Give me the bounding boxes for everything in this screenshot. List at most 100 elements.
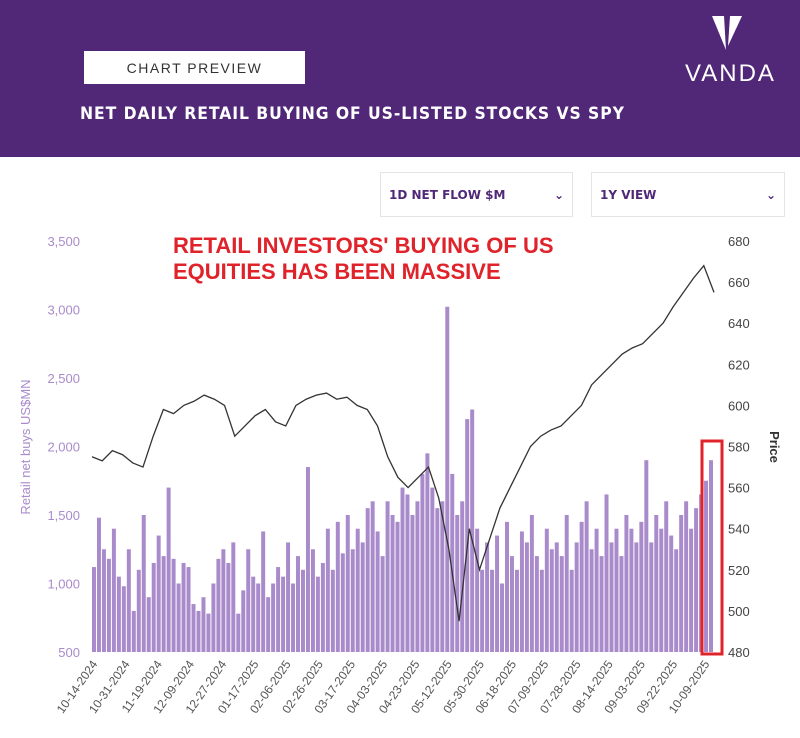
bar (709, 460, 714, 652)
bar (405, 494, 410, 652)
y-tick-label: 1,000 (47, 577, 80, 592)
vanda-logo-icon (712, 16, 742, 50)
bar (251, 576, 256, 652)
header: CHART PREVIEW VANDA NET DAILY RETAIL BUY… (0, 0, 800, 157)
bar (266, 597, 271, 652)
bar (345, 515, 350, 652)
y-tick-label: 1,500 (47, 508, 80, 523)
bar (370, 501, 375, 652)
bar (519, 531, 524, 652)
bar (300, 569, 305, 652)
bar (450, 473, 455, 652)
bar (241, 590, 246, 652)
y-tick-label: 2,500 (47, 371, 80, 386)
chart-preview-label: CHART PREVIEW (84, 51, 305, 84)
bar (92, 567, 96, 652)
y-axis-label: Retail net buys US$MN (18, 379, 33, 514)
bar (355, 528, 360, 652)
bar (131, 610, 136, 652)
bar (141, 515, 146, 652)
bar (440, 501, 445, 652)
bar (171, 558, 176, 652)
bar (151, 562, 156, 652)
bar (534, 556, 539, 652)
bar (674, 549, 679, 652)
bar (191, 604, 196, 652)
metric-value: 1D NET FLOW $M (389, 187, 506, 202)
bar (614, 528, 619, 652)
bar (261, 531, 266, 652)
bar (121, 586, 126, 652)
bar (281, 576, 286, 652)
bar (579, 521, 584, 652)
bar (594, 528, 599, 652)
bar (181, 562, 186, 652)
bar (221, 549, 226, 652)
bar (246, 549, 251, 652)
page-title: NET DAILY RETAIL BUYING OF US-LISTED STO… (80, 104, 625, 124)
bar (425, 453, 430, 652)
y2-tick-label: 620 (728, 357, 750, 372)
bar (415, 501, 420, 652)
bar (500, 583, 505, 652)
spy-line (91, 264, 715, 622)
bar (305, 467, 310, 652)
bar (350, 549, 355, 652)
y2-tick-label: 680 (728, 234, 750, 249)
bar (375, 531, 380, 652)
bar (271, 583, 276, 652)
bar (689, 528, 694, 652)
y-tick-label: 3,000 (47, 303, 80, 318)
bar (201, 597, 206, 652)
bar (495, 535, 500, 652)
y2-tick-label: 600 (728, 398, 750, 413)
bar (296, 556, 300, 652)
view-select[interactable]: 1Y VIEW ⌄ (591, 172, 785, 217)
bar (365, 508, 370, 652)
bar (604, 494, 609, 652)
y2-tick-label: 580 (728, 440, 750, 455)
bar (410, 515, 415, 652)
bar (186, 567, 191, 652)
chevron-down-icon: ⌄ (553, 187, 564, 202)
bar (574, 542, 579, 652)
bar (480, 569, 485, 652)
y2-tick-label: 660 (728, 275, 750, 290)
bar (644, 460, 649, 652)
bar (465, 419, 470, 652)
bar (455, 515, 460, 652)
bar (196, 610, 201, 652)
bar (310, 549, 315, 652)
bar (514, 569, 519, 652)
bar (315, 576, 320, 652)
bar (664, 501, 669, 652)
bar (176, 583, 181, 652)
bar (340, 553, 345, 652)
bar (539, 569, 544, 652)
bar (236, 613, 241, 652)
bar (126, 549, 131, 652)
y2-tick-label: 500 (728, 604, 750, 619)
bar (634, 542, 639, 652)
bar (256, 583, 261, 652)
bar (694, 508, 699, 652)
bar (320, 562, 325, 652)
bar (569, 569, 574, 652)
bar (584, 501, 589, 652)
bar (380, 556, 385, 652)
bar (475, 528, 480, 652)
bar (286, 542, 291, 652)
y-tick-label: 500 (58, 645, 80, 660)
bar (529, 515, 534, 652)
bar (654, 515, 659, 652)
highlight-box (700, 439, 724, 656)
metric-select[interactable]: 1D NET FLOW $M ⌄ (380, 172, 573, 217)
bar (291, 583, 296, 652)
bar (420, 473, 425, 652)
y2-axis-label: Price (767, 431, 782, 463)
chevron-down-icon: ⌄ (765, 187, 776, 202)
bar (659, 528, 664, 652)
y2-tick-label: 560 (728, 481, 750, 496)
bar (704, 480, 709, 652)
y-tick-label: 3,500 (47, 234, 80, 249)
